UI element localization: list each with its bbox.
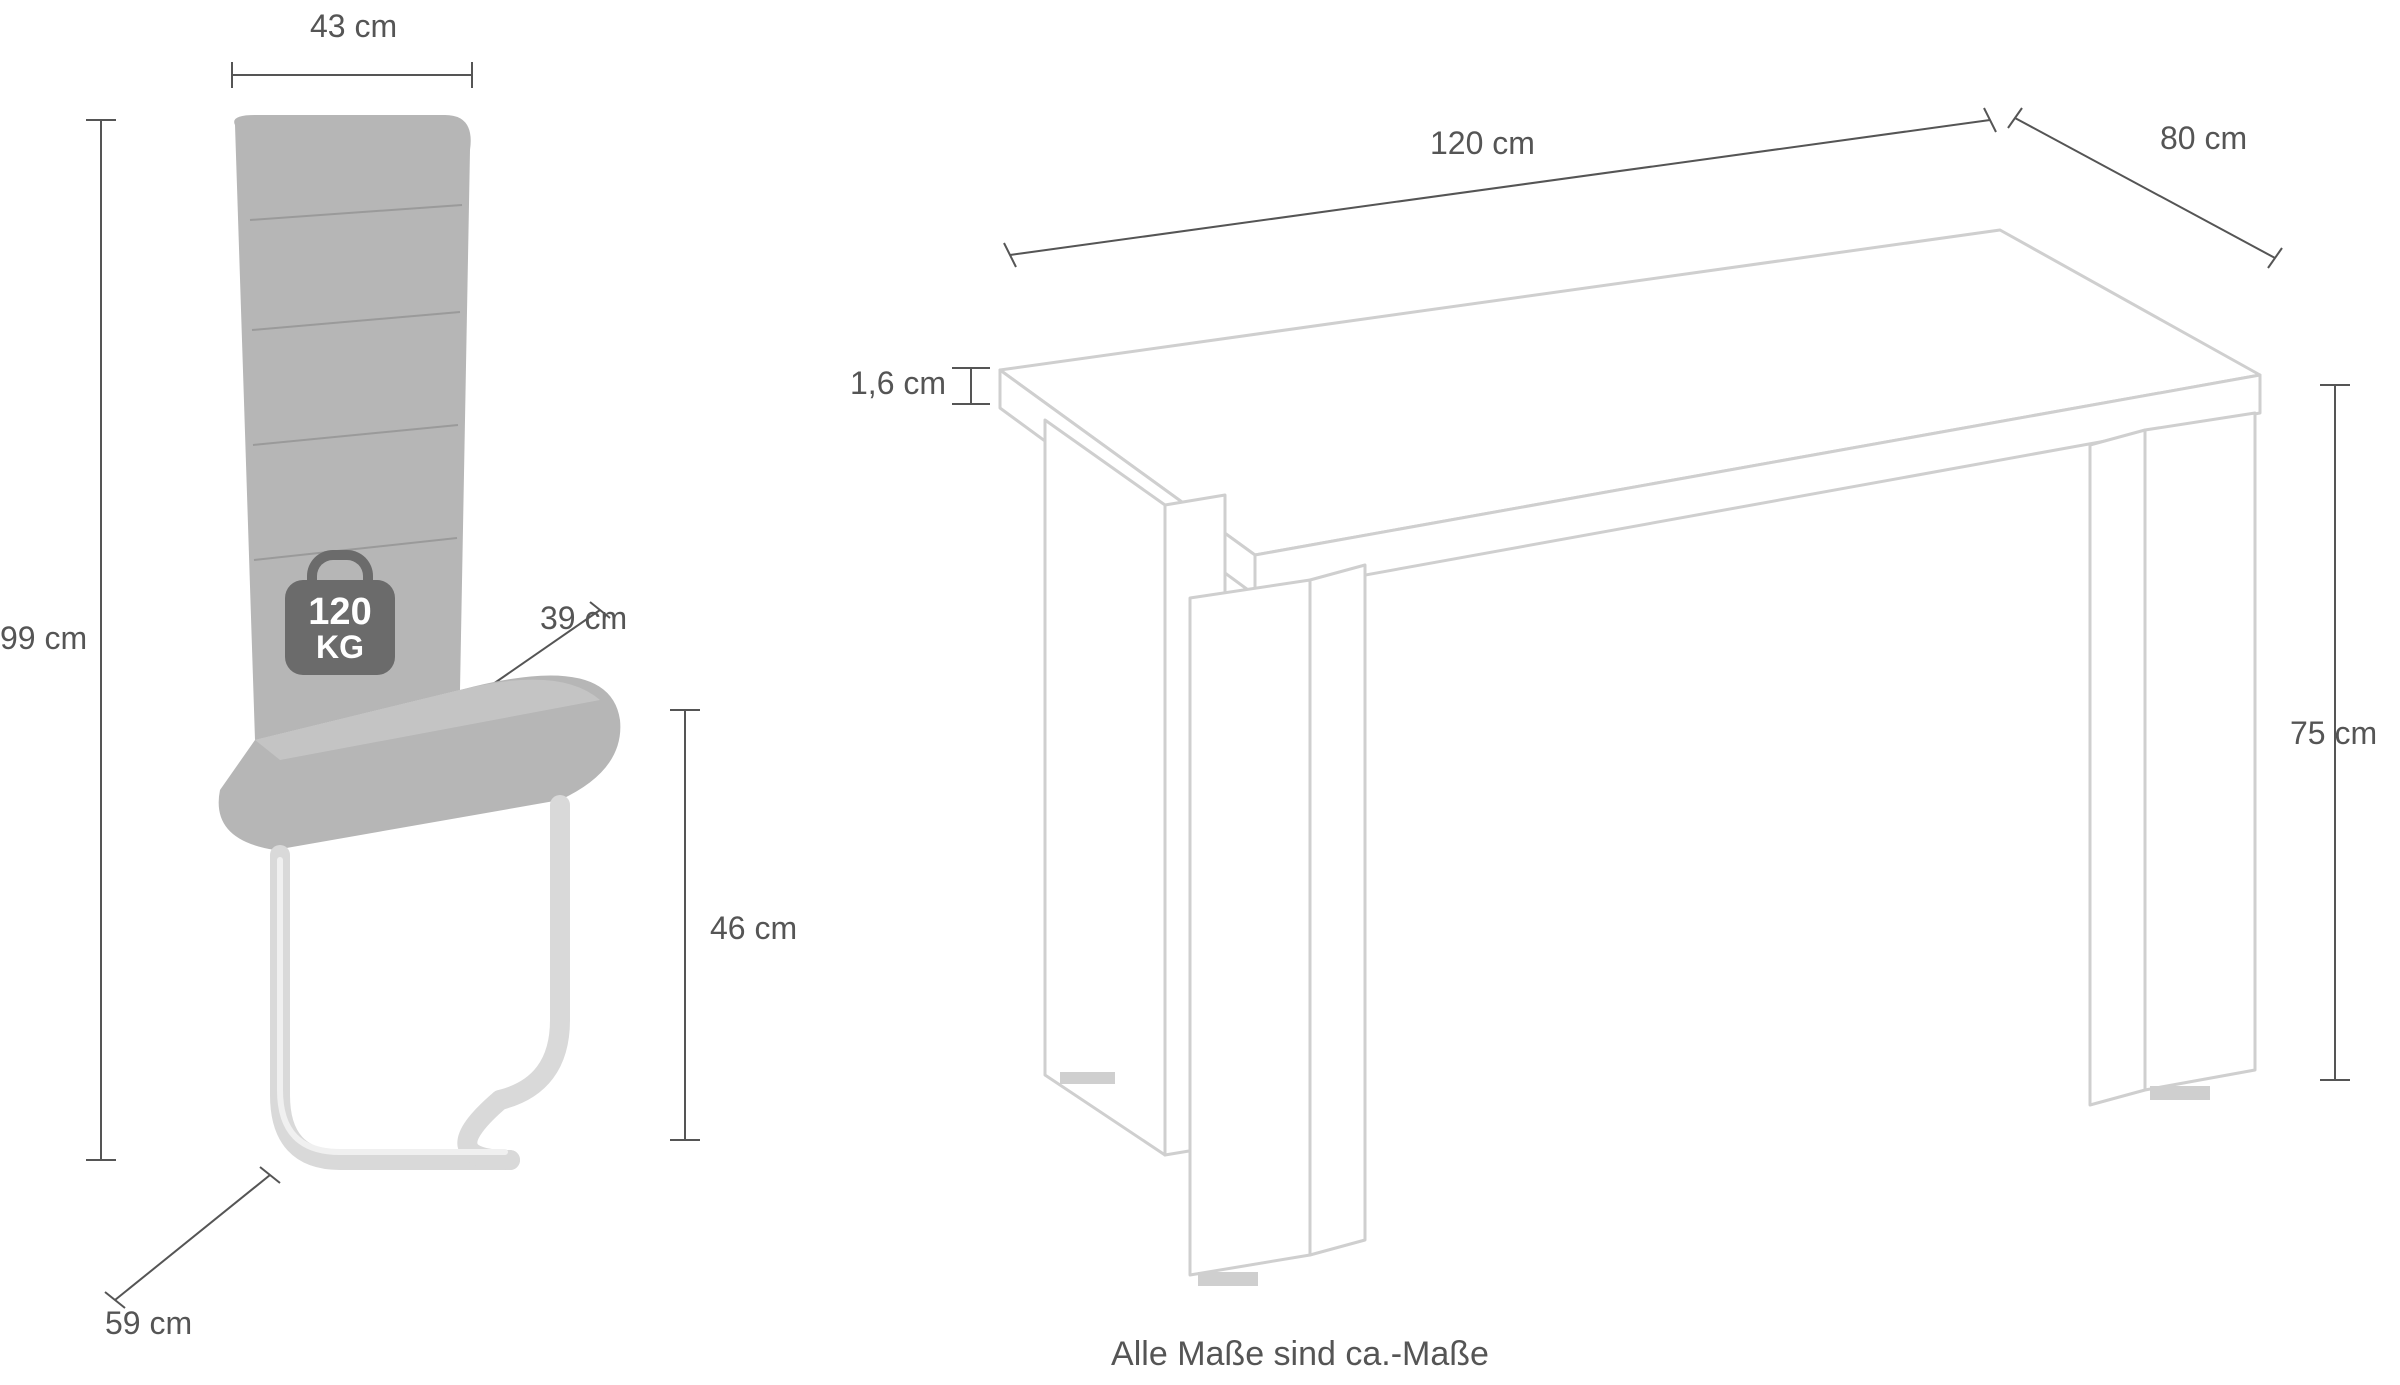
chair-seat-depth-label: 39 cm	[540, 600, 627, 637]
weight-value: 120	[308, 593, 371, 631]
table-height-label: 75 cm	[2290, 715, 2377, 752]
diagram-caption: Alle Maße sind ca.-Maße	[1000, 1335, 1600, 1374]
chair-height-label: 99 cm	[0, 620, 87, 657]
weight-unit: KG	[316, 631, 364, 663]
chair-base-depth-label: 59 cm	[105, 1305, 192, 1342]
table-illustration	[0, 0, 2400, 1385]
table-length-label: 120 cm	[1430, 125, 1535, 162]
chair-seat-height-label: 46 cm	[710, 910, 797, 947]
weight-capacity-badge: 120 KG	[285, 580, 395, 675]
table-thickness-label: 1,6 cm	[850, 365, 946, 402]
chair-width-label: 43 cm	[310, 8, 397, 45]
table-width-label: 80 cm	[2160, 120, 2247, 157]
